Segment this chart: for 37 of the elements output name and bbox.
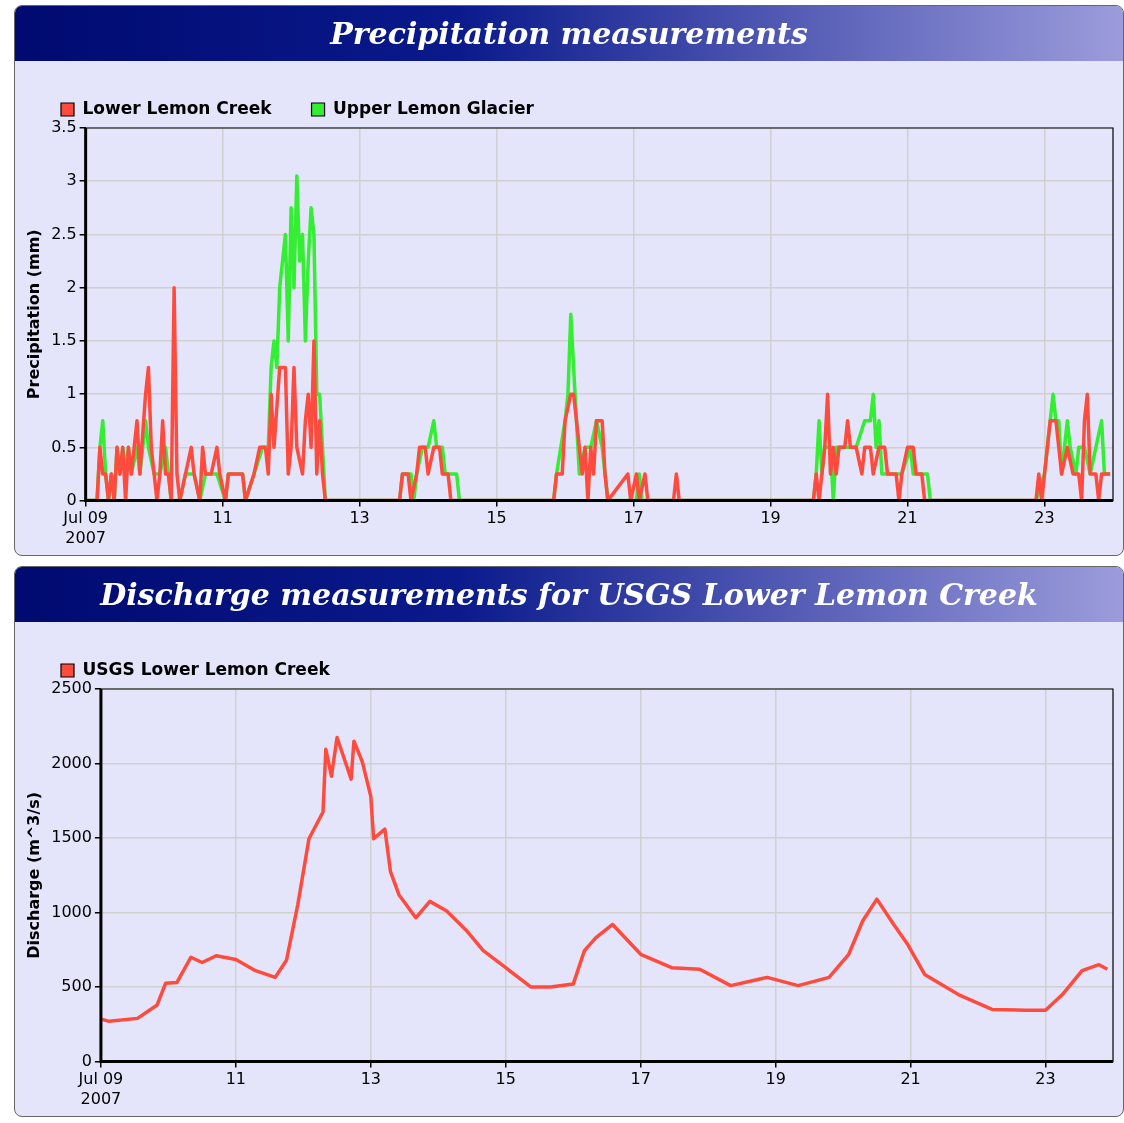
x-tick-label: 11 [225,1069,247,1089]
y-axis-title: Discharge (m^3/s) [23,791,43,959]
x-tick-label: 17 [630,1069,651,1089]
y-tick-label: 2 [66,276,77,296]
x-tick-label: Jul 09 2007 [77,1069,124,1108]
x-tick-label: 23 [1035,1069,1056,1089]
x-tick-label: 11 [212,508,233,528]
y-tick-label: 0 [81,1050,92,1070]
legend-label: Lower Lemon Creek [82,97,273,118]
y-tick-label: 1500 [51,827,92,847]
legend-label: USGS Lower Lemon Creek [82,658,331,679]
y-tick-label: 2000 [51,752,92,772]
x-tick-label: 23 [1034,508,1055,528]
y-tick-label: 0.5 [51,436,77,456]
y-tick-label: 2.5 [51,223,77,243]
legend-label: Upper Lemon Glacier [333,97,535,118]
x-tick-label: 17 [623,508,644,528]
x-tick-label: 19 [760,508,781,528]
x-tick-label: 13 [349,508,370,528]
y-tick-label: 2500 [51,678,92,698]
x-tick-label: 15 [486,508,507,528]
y-tick-label: 3 [66,170,77,190]
y-tick-label: 3.5 [51,117,77,137]
y-tick-label: 1000 [51,901,92,921]
x-tick-label: Jul 09 2007 [62,508,109,547]
chart-title: Discharge measurements for USGS Lower Lemon Creek [15,567,1123,622]
y-tick-label: 500 [61,976,92,996]
x-tick-label: 21 [897,508,918,528]
y-axis-title: Precipitation (mm) [23,229,43,400]
y-tick-label: 1.5 [51,330,77,350]
x-tick-label: 13 [360,1069,381,1089]
y-tick-label: 0 [66,489,77,509]
x-tick-label: 15 [495,1069,516,1089]
x-tick-label: 21 [900,1069,921,1089]
chart-title: Precipitation measurements [15,6,1123,61]
y-tick-label: 1 [66,383,77,403]
x-tick-label: 19 [765,1069,786,1089]
